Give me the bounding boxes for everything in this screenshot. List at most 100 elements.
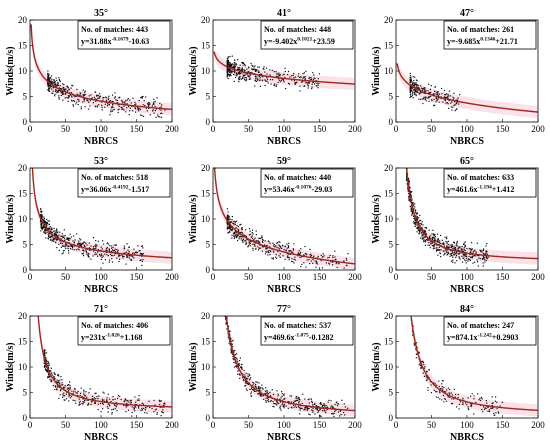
data-point — [100, 101, 103, 103]
data-point — [486, 253, 488, 255]
data-point — [160, 106, 162, 108]
data-point — [480, 250, 482, 252]
data-point — [414, 84, 416, 86]
data-point — [455, 256, 457, 258]
data-point — [234, 221, 236, 223]
panel-7: 0 50 100 150 20005101520NBRCSWinds(m/s)71°No… — [5, 304, 179, 443]
data-point — [301, 256, 303, 258]
data-point — [267, 82, 269, 84]
data-point — [437, 238, 439, 240]
data-point — [493, 414, 495, 416]
data-point — [255, 77, 257, 79]
data-point — [101, 402, 103, 405]
data-point — [462, 397, 464, 399]
data-point — [420, 85, 422, 87]
data-point — [239, 64, 241, 66]
data-point — [228, 224, 231, 226]
fit-equation: y=231x-1.026+1.168 — [81, 333, 142, 343]
data-point — [244, 73, 246, 75]
data-point — [250, 62, 252, 65]
data-point — [135, 111, 137, 113]
data-point — [230, 227, 232, 229]
data-point — [46, 222, 48, 224]
data-point — [116, 99, 118, 101]
data-point — [56, 238, 58, 240]
data-point — [40, 223, 42, 225]
data-point — [408, 283, 409, 284]
data-point — [423, 87, 425, 89]
data-point — [96, 98, 98, 100]
data-point — [51, 380, 53, 382]
data-point — [57, 81, 59, 83]
data-point — [60, 235, 62, 237]
data-point — [298, 250, 300, 252]
data-point — [301, 81, 303, 83]
confidence-band — [398, 62, 538, 119]
data-point — [232, 66, 234, 68]
data-point — [50, 77, 52, 79]
data-point — [111, 106, 113, 108]
data-point — [442, 242, 445, 244]
data-point — [307, 407, 309, 410]
data-point — [250, 393, 252, 395]
data-point — [307, 82, 309, 84]
data-point — [262, 67, 264, 69]
data-point — [115, 405, 117, 407]
confidence-band — [215, 49, 355, 91]
data-point — [272, 257, 274, 259]
data-point — [231, 350, 233, 353]
data-point — [303, 254, 305, 256]
data-point — [144, 104, 146, 107]
data-point — [340, 414, 342, 416]
data-point — [462, 257, 464, 259]
data-point — [335, 261, 337, 263]
data-point — [73, 390, 75, 392]
data-point — [468, 248, 470, 250]
data-point — [107, 97, 109, 99]
data-point — [60, 246, 62, 248]
data-point — [249, 245, 251, 247]
data-point — [84, 90, 86, 92]
data-point — [94, 392, 96, 395]
data-point — [240, 70, 242, 72]
data-point — [461, 245, 463, 248]
data-point — [48, 90, 50, 92]
data-point — [328, 256, 330, 258]
data-point — [244, 65, 246, 67]
data-point — [316, 405, 319, 408]
data-point — [264, 240, 266, 242]
data-point — [151, 105, 153, 107]
data-point — [296, 81, 298, 83]
data-point — [276, 401, 278, 403]
data-point — [54, 230, 56, 232]
data-point — [305, 266, 307, 268]
data-point — [229, 228, 231, 230]
data-point — [228, 226, 230, 228]
data-point — [78, 402, 81, 404]
data-point — [40, 208, 42, 210]
data-point — [312, 411, 314, 413]
data-point — [287, 256, 289, 258]
data-point — [419, 229, 421, 231]
data-point — [125, 103, 127, 105]
data-point — [134, 101, 136, 104]
data-point — [303, 262, 305, 264]
data-point — [454, 110, 456, 112]
data-point — [408, 181, 410, 183]
data-point — [295, 399, 297, 401]
fit-curve — [396, 63, 538, 113]
data-point — [250, 386, 252, 388]
y-tick-label: 0 — [206, 413, 211, 423]
data-point — [406, 264, 407, 265]
data-point — [276, 73, 278, 75]
data-point — [44, 349, 46, 351]
data-point — [423, 375, 425, 377]
data-point — [63, 88, 65, 90]
data-point — [425, 97, 427, 99]
data-point — [279, 406, 281, 409]
data-point — [52, 87, 54, 89]
data-point — [469, 259, 471, 262]
data-point — [56, 230, 58, 232]
data-point — [416, 216, 418, 218]
y-tick-label: 0 — [23, 413, 28, 423]
